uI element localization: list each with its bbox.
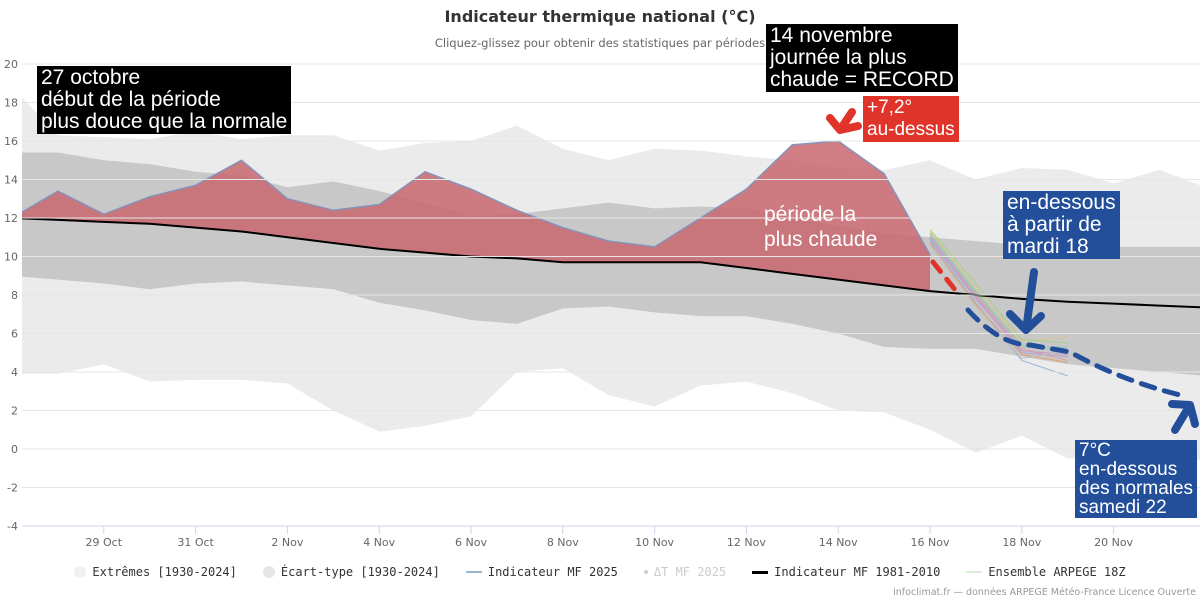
y-tick-label: 4 (11, 366, 18, 379)
mf2025-point (470, 188, 472, 190)
x-tick-label: 14 Nov (819, 536, 858, 549)
legend-swatch-icon (752, 570, 769, 574)
warm-anomaly-fill (22, 141, 930, 292)
legend-item-mf2025[interactable]: Indicateur MF 2025 (465, 565, 618, 579)
mf2025-point (562, 226, 564, 229)
ensemble-member-line (929, 244, 1068, 360)
ensemble-member-line (929, 236, 1068, 356)
mf2025-point (607, 240, 610, 242)
y-tick-label: 6 (11, 328, 18, 341)
y-tick-label: 20 (4, 58, 18, 71)
y-tick-label: 16 (4, 135, 18, 148)
ensemble-member-line (929, 240, 1068, 377)
legend-label: Écart-type [1930-2024] (280, 565, 440, 579)
ensemble-member-line (929, 242, 1068, 363)
x-tick-label: 4 Nov (363, 536, 395, 549)
legend-swatch-icon (643, 570, 648, 574)
legend-item-normal[interactable]: Indicateur MF 1981-2010 (752, 565, 940, 579)
y-tick-label: 2 (11, 405, 18, 418)
x-tick-label: 16 Nov (911, 536, 950, 549)
legend-label: Indicateur MF 2025 (487, 565, 618, 579)
ensemble-member-line (929, 233, 1068, 354)
red-arrow-icon (826, 108, 862, 134)
blue-dashed-trend (965, 307, 1183, 398)
legend-item-delta[interactable]: ΔT MF 2025 (643, 565, 727, 579)
legend-item-stddev[interactable]: Écart-type [1930-2024] (262, 565, 440, 579)
chart-title: Indicateur thermique national (°C) (444, 7, 756, 26)
mf2025-point (791, 144, 794, 146)
x-tick-label: 8 Nov (547, 536, 579, 549)
mf2025-point (883, 172, 885, 175)
mf2025-point (240, 159, 243, 162)
annotation-start: 27 octobre début de la période plus douc… (37, 66, 292, 134)
mf2025-point (103, 213, 105, 215)
y-tick-label: 18 (4, 97, 18, 110)
annotation-warm-period: période la plus chaude (764, 203, 878, 251)
x-tick-label: 29 Oct (86, 536, 123, 549)
legend-label: Extrêmes [1930-2024] (92, 565, 237, 579)
legend-swatch-icon (465, 571, 482, 573)
y-tick-label: 0 (11, 443, 18, 456)
mf2025-point (929, 253, 931, 256)
chart-subtitle: Cliquez-glissez pour obtenir des statist… (434, 36, 766, 50)
y-tick-label: 8 (11, 289, 18, 302)
mf2025-point (286, 197, 289, 200)
mf2025-point (332, 209, 335, 212)
x-tick-label: 10 Nov (635, 536, 674, 549)
y-tick-label: -2 (7, 482, 18, 495)
annotation-record: 14 novembre journée la plus chaude = REC… (766, 24, 958, 92)
mf2025-point (57, 190, 59, 192)
mf2025-point (745, 188, 748, 190)
legend-label: ΔT MF 2025 (653, 565, 727, 579)
legend-label: Indicateur MF 1981-2010 (774, 565, 941, 579)
x-tick-label: 2 Nov (271, 536, 303, 549)
mf2025-point (653, 246, 656, 248)
blue-arrow-up-icon (1168, 400, 1199, 434)
y-tick-label: 12 (4, 212, 18, 225)
legend-swatch-icon (74, 566, 87, 578)
x-tick-label: 6 Nov (455, 536, 487, 549)
normal-line (22, 217, 1200, 309)
mf2025-point (516, 209, 518, 212)
legend: Extrêmes [1930-2024] Écart-type [1930-20… (0, 565, 1200, 579)
mf2025-point (378, 203, 381, 206)
blue-arrow-down-icon (1006, 268, 1045, 334)
annotation-anomaly: +7,2° au-dessus (863, 96, 959, 142)
red-dashed-trend (930, 259, 963, 299)
annotation-saturday: 7°C en-dessous des normales samedi 22 (1075, 440, 1198, 518)
credits[interactable]: infoclimat.fr — données ARPEGE Météo-Fra… (893, 587, 1196, 598)
legend-swatch-icon (262, 566, 275, 578)
y-tick-label: -4 (7, 520, 18, 533)
plot-group (22, 97, 1200, 461)
ensemble-member-line (929, 231, 1068, 342)
y-tick-label: 14 (4, 174, 18, 187)
mf2025-point (194, 184, 197, 187)
mf2025-point (424, 171, 426, 173)
legend-item-ensemble[interactable]: Ensemble ARPEGE 18Z (966, 565, 1126, 579)
x-tick-label: 20 Nov (1094, 536, 1133, 549)
x-tick-label: 12 Nov (727, 536, 766, 549)
x-tick-label: 18 Nov (1002, 536, 1041, 549)
x-tick-label: 31 Oct (177, 536, 214, 549)
legend-label: Ensemble ARPEGE 18Z (988, 565, 1126, 579)
mf2025-point (148, 196, 151, 198)
legend-swatch-icon (966, 571, 983, 573)
annotation-below: en-dessous à partir de mardi 18 (1003, 191, 1120, 259)
legend-item-extremes[interactable]: Extrêmes [1930-2024] (74, 565, 237, 579)
y-tick-label: 10 (4, 251, 18, 264)
